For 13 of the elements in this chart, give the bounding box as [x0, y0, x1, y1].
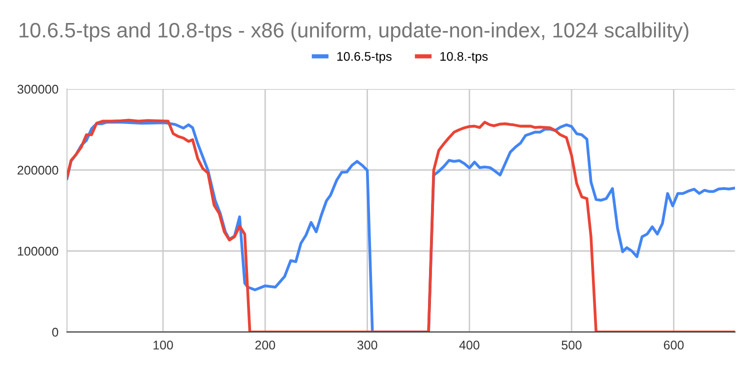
chart-title: 10.6.5-tps and 10.8-tps - x86 (uniform, update-non-index, 1024 scalbility): [20, 22, 688, 42]
legend-label: 10.6.5-tps: [337, 52, 392, 64]
x-tick-label: 500: [562, 340, 582, 350]
x-tick-label: 200: [255, 340, 276, 350]
y-tick-label: 100000: [18, 246, 58, 256]
legend-label: 10.8.-tps: [440, 52, 488, 64]
y-tick-label: 0: [52, 328, 58, 337]
x-tick-label: 600: [664, 340, 684, 350]
x-tick-label: 400: [459, 340, 480, 350]
x-tick-label: 300: [357, 340, 378, 350]
y-tick-label: 200000: [18, 166, 58, 175]
x-tick-label: 100: [154, 340, 173, 350]
y-tick-label: 300000: [17, 84, 58, 94]
